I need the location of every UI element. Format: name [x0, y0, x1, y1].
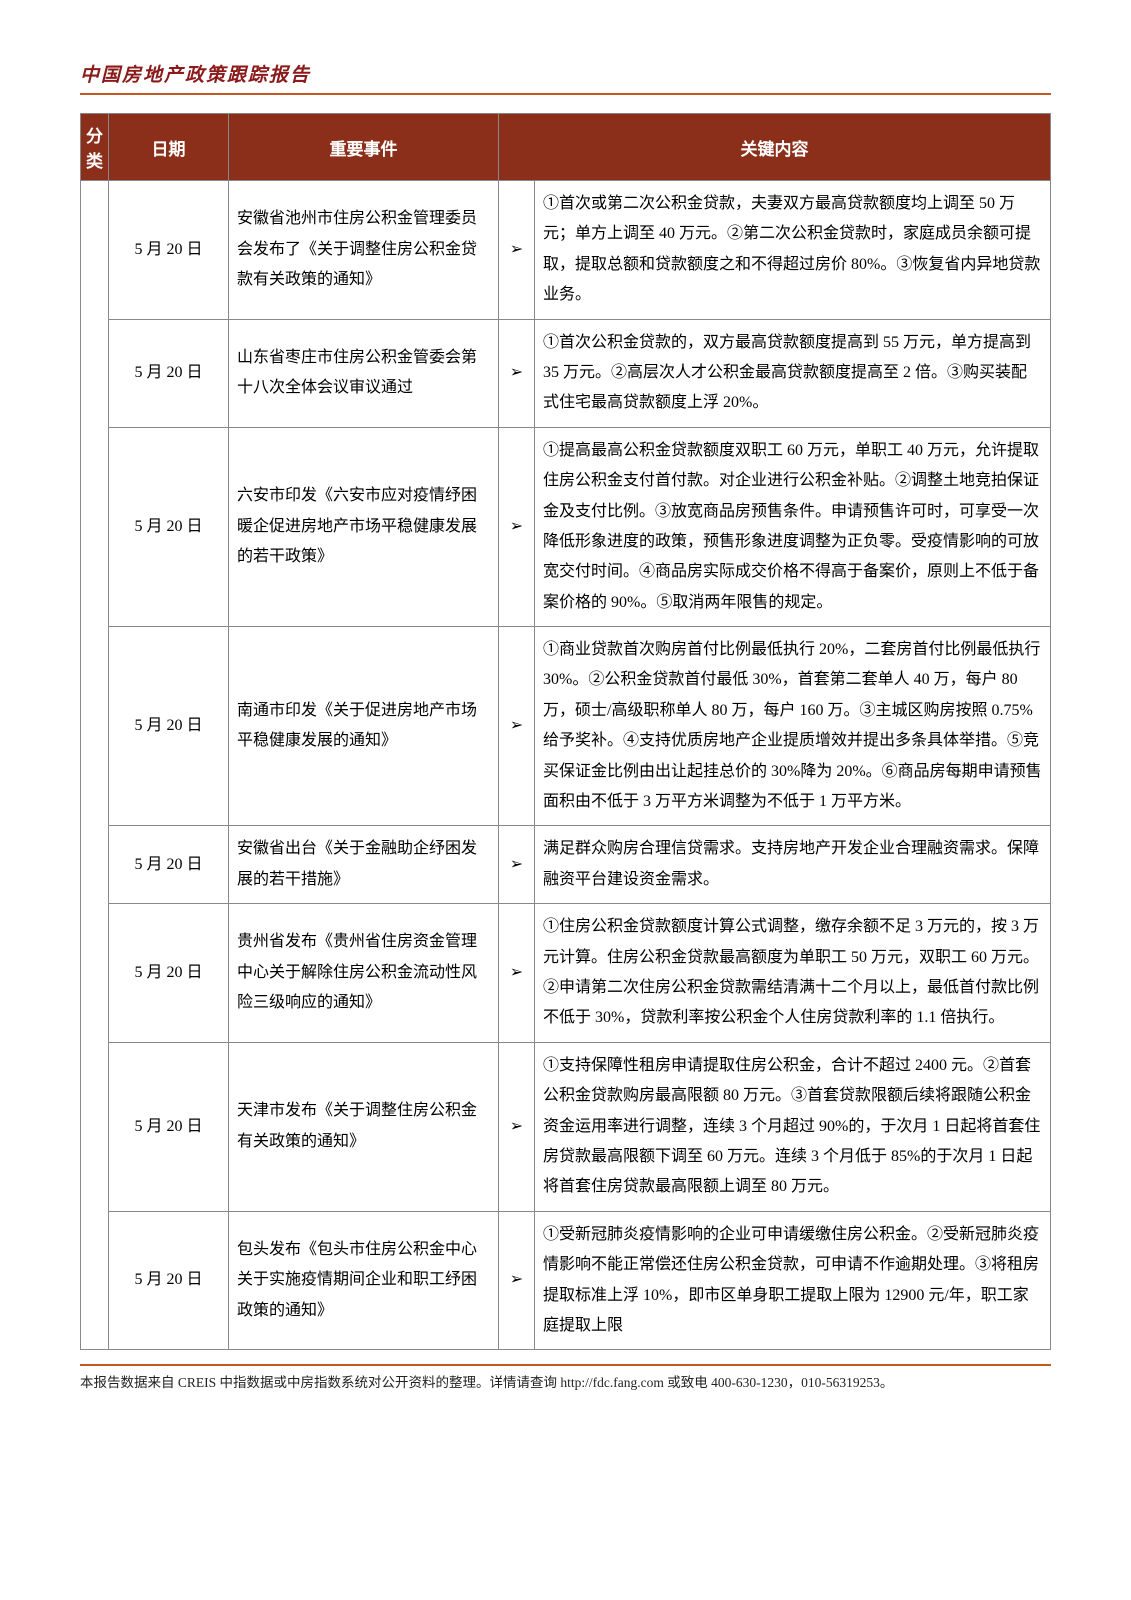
col-event: 重要事件	[229, 114, 499, 181]
key-cell: 满足群众购房合理信贷需求。支持房地产开发企业合理融资需求。保障融资平台建设资金需…	[535, 826, 1051, 904]
date-cell: 5 月 20 日	[109, 1042, 229, 1211]
page: 中国房地产政策跟踪报告 分类 日期 重要事件 关键内容 5 月 20 日安徽省池…	[80, 60, 1051, 1394]
event-cell: 六安市印发《六安市应对疫情纾困暖企促进房地产市场平稳健康发展的若干政策》	[229, 427, 499, 626]
event-cell: 安徽省出台《关于金融助企纾困发展的若干措施》	[229, 826, 499, 904]
event-cell: 山东省枣庄市住房公积金管委会第十八次全体会议审议通过	[229, 319, 499, 427]
table-row: 5 月 20 日安徽省池州市住房公积金管理委员会发布了《关于调整住房公积金贷款有…	[81, 181, 1051, 320]
date-cell: 5 月 20 日	[109, 826, 229, 904]
bullet-icon: ➢	[499, 904, 535, 1043]
event-cell: 包头发布《包头市住房公积金中心关于实施疫情期间企业和职工纾困政策的通知》	[229, 1211, 499, 1350]
key-cell: ①支持保障性租房申请提取住房公积金，合计不超过 2400 元。②首套公积金贷款购…	[535, 1042, 1051, 1211]
date-cell: 5 月 20 日	[109, 904, 229, 1043]
date-cell: 5 月 20 日	[109, 427, 229, 626]
report-title: 中国房地产政策跟踪报告	[80, 60, 1051, 95]
bullet-icon: ➢	[499, 1211, 535, 1350]
date-cell: 5 月 20 日	[109, 627, 229, 826]
bullet-icon: ➢	[499, 627, 535, 826]
bullet-icon: ➢	[499, 427, 535, 626]
key-cell: ①提高最高公积金贷款额度双职工 60 万元，单职工 40 万元，允许提取住房公积…	[535, 427, 1051, 626]
table-row: 5 月 20 日山东省枣庄市住房公积金管委会第十八次全体会议审议通过➢①首次公积…	[81, 319, 1051, 427]
policy-table: 分类 日期 重要事件 关键内容 5 月 20 日安徽省池州市住房公积金管理委员会…	[80, 113, 1051, 1350]
footer-note: 本报告数据来自 CREIS 中指数据或中房指数系统对公开资料的整理。详情请查询 …	[80, 1364, 1051, 1394]
col-category: 分类	[81, 114, 109, 181]
date-cell: 5 月 20 日	[109, 319, 229, 427]
event-cell: 天津市发布《关于调整住房公积金有关政策的通知》	[229, 1042, 499, 1211]
table-row: 5 月 20 日天津市发布《关于调整住房公积金有关政策的通知》➢①支持保障性租房…	[81, 1042, 1051, 1211]
key-cell: ①首次公积金贷款的，双方最高贷款额度提高到 55 万元，单方提高到 35 万元。…	[535, 319, 1051, 427]
table-row: 5 月 20 日安徽省出台《关于金融助企纾困发展的若干措施》➢满足群众购房合理信…	[81, 826, 1051, 904]
date-cell: 5 月 20 日	[109, 181, 229, 320]
table-body: 5 月 20 日安徽省池州市住房公积金管理委员会发布了《关于调整住房公积金贷款有…	[81, 181, 1051, 1350]
key-cell: ①住房公积金贷款额度计算公式调整，缴存余额不足 3 万元的，按 3 万元计算。住…	[535, 904, 1051, 1043]
col-key: 关键内容	[499, 114, 1051, 181]
table-row: 5 月 20 日包头发布《包头市住房公积金中心关于实施疫情期间企业和职工纾困政策…	[81, 1211, 1051, 1350]
col-date: 日期	[109, 114, 229, 181]
bullet-icon: ➢	[499, 319, 535, 427]
bullet-icon: ➢	[499, 181, 535, 320]
event-cell: 贵州省发布《贵州省住房资金管理中心关于解除住房公积金流动性风险三级响应的通知》	[229, 904, 499, 1043]
key-cell: ①首次或第二次公积金贷款，夫妻双方最高贷款额度均上调至 50 万元；单方上调至 …	[535, 181, 1051, 320]
event-cell: 南通市印发《关于促进房地产市场平稳健康发展的通知》	[229, 627, 499, 826]
key-cell: ①受新冠肺炎疫情影响的企业可申请缓缴住房公积金。②受新冠肺炎疫情影响不能正常偿还…	[535, 1211, 1051, 1350]
event-cell: 安徽省池州市住房公积金管理委员会发布了《关于调整住房公积金贷款有关政策的通知》	[229, 181, 499, 320]
category-cell	[81, 181, 109, 1350]
table-row: 5 月 20 日贵州省发布《贵州省住房资金管理中心关于解除住房公积金流动性风险三…	[81, 904, 1051, 1043]
table-row: 5 月 20 日南通市印发《关于促进房地产市场平稳健康发展的通知》➢①商业贷款首…	[81, 627, 1051, 826]
bullet-icon: ➢	[499, 1042, 535, 1211]
table-row: 5 月 20 日六安市印发《六安市应对疫情纾困暖企促进房地产市场平稳健康发展的若…	[81, 427, 1051, 626]
date-cell: 5 月 20 日	[109, 1211, 229, 1350]
table-header: 分类 日期 重要事件 关键内容	[81, 114, 1051, 181]
key-cell: ①商业贷款首次购房首付比例最低执行 20%，二套房首付比例最低执行 30%。②公…	[535, 627, 1051, 826]
bullet-icon: ➢	[499, 826, 535, 904]
